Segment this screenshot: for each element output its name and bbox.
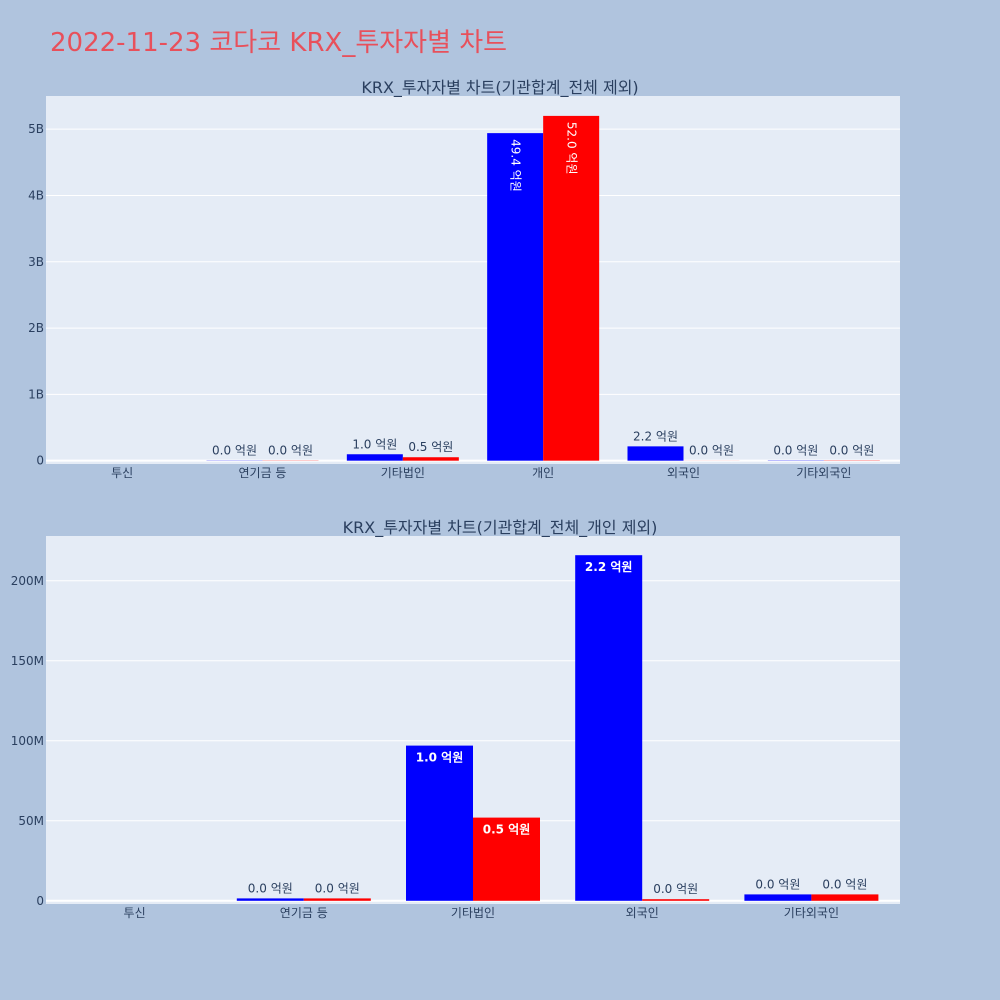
data-label: 1.0 억원 — [416, 751, 464, 765]
bar — [402, 457, 459, 461]
bar — [487, 133, 544, 461]
data-label: 1.0 억원 — [352, 437, 397, 451]
y-tick-label: 5B — [28, 122, 44, 136]
x-tick-label: 기타법인 — [381, 466, 425, 480]
y-tick-label: 4B — [28, 188, 44, 202]
y-tick-label: 150M — [11, 654, 44, 668]
bar — [744, 894, 812, 901]
x-tick-label: 기타외국인 — [784, 906, 839, 920]
data-label: 0.0 억원 — [653, 882, 698, 896]
x-tick-label: 연기금 등 — [280, 906, 328, 920]
data-label: 0.0 억원 — [822, 877, 867, 891]
y-tick-label: 3B — [28, 255, 44, 269]
x-tick-label: 기타법인 — [451, 906, 495, 920]
x-tick-label: 기타외국인 — [796, 466, 851, 480]
x-tick-label: 연기금 등 — [239, 466, 287, 480]
data-label: 0.5 억원 — [408, 440, 453, 454]
bar — [642, 899, 710, 901]
data-label: 0.0 억원 — [212, 443, 257, 457]
data-label: 0.0 억원 — [829, 443, 874, 457]
y-tick-label: 0 — [36, 894, 44, 908]
data-label: 0.0 억원 — [773, 443, 818, 457]
y-tick-label: 200M — [11, 574, 44, 588]
x-tick-label: 외국인 — [667, 466, 700, 480]
data-label: 49.4 억원 — [509, 139, 523, 192]
bar — [575, 555, 643, 901]
data-label: 0.0 억원 — [248, 881, 293, 895]
bar — [346, 454, 403, 461]
plot-area — [46, 96, 900, 464]
page-title: 2022-11-23 코다코 KRX_투자자별 차트 — [50, 28, 508, 58]
bar — [236, 898, 304, 901]
chart-title: KRX_투자자별 차트(기관합계_전체 제외) — [361, 78, 638, 98]
data-label: 0.5 억원 — [483, 823, 531, 837]
x-tick-label: 외국인 — [626, 906, 659, 920]
data-label: 52.0 억원 — [565, 122, 579, 175]
data-label: 2.2 억원 — [633, 429, 678, 443]
bar — [627, 446, 684, 461]
chart-title: KRX_투자자별 차트(기관합계_전체_개인 제외) — [343, 518, 658, 538]
y-tick-label: 0 — [36, 454, 44, 468]
data-label: 0.0 억원 — [755, 877, 800, 891]
bar — [406, 745, 473, 901]
y-tick-label: 2B — [28, 321, 44, 335]
data-label: 0.0 억원 — [689, 444, 734, 458]
x-tick-label: 개인 — [532, 466, 554, 480]
y-tick-label: 100M — [11, 734, 44, 748]
data-label: 0.0 억원 — [315, 881, 360, 895]
data-label: 2.2 억원 — [585, 560, 633, 574]
bar — [543, 115, 600, 461]
bar — [303, 898, 371, 901]
data-label: 0.0 억원 — [268, 443, 313, 457]
bar — [473, 817, 540, 901]
x-tick-label: 투신 — [111, 466, 133, 480]
bar — [811, 894, 879, 901]
y-tick-label: 50M — [18, 814, 44, 828]
x-tick-label: 투신 — [124, 906, 146, 920]
y-tick-label: 1B — [28, 387, 44, 401]
